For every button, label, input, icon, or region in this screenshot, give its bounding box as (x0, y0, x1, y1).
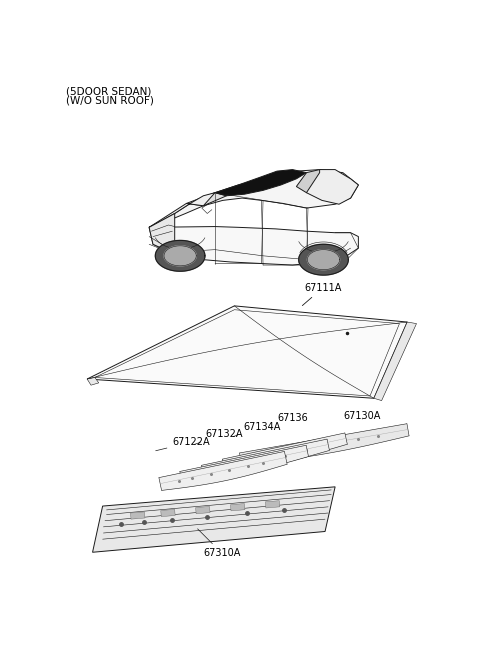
Polygon shape (240, 424, 409, 465)
Polygon shape (149, 170, 359, 228)
Polygon shape (186, 193, 227, 206)
Text: 67130A: 67130A (343, 411, 380, 421)
Text: 67310A: 67310A (198, 529, 241, 558)
Text: 67134A: 67134A (233, 422, 280, 437)
Polygon shape (374, 322, 417, 401)
Polygon shape (230, 504, 245, 511)
Polygon shape (164, 246, 196, 266)
Polygon shape (215, 170, 306, 195)
Polygon shape (131, 512, 145, 519)
Text: 67136: 67136 (270, 413, 308, 428)
Polygon shape (222, 433, 348, 470)
Polygon shape (299, 244, 348, 275)
Polygon shape (161, 509, 175, 517)
Polygon shape (156, 241, 205, 271)
Polygon shape (265, 501, 280, 508)
Polygon shape (196, 506, 210, 514)
Polygon shape (149, 193, 215, 228)
Polygon shape (93, 487, 335, 552)
Text: (W/O SUN ROOF): (W/O SUN ROOF) (66, 96, 154, 106)
Polygon shape (159, 451, 287, 491)
Text: 67111A: 67111A (302, 283, 341, 306)
Polygon shape (180, 445, 309, 483)
Polygon shape (202, 439, 329, 477)
Text: 67132A: 67132A (194, 430, 243, 444)
Polygon shape (149, 226, 359, 265)
Polygon shape (87, 377, 99, 385)
Polygon shape (87, 306, 407, 398)
Polygon shape (149, 213, 175, 255)
Polygon shape (306, 170, 359, 204)
Text: 67122A: 67122A (156, 437, 210, 451)
Polygon shape (307, 250, 340, 270)
Polygon shape (296, 170, 335, 193)
Text: (5DOOR SEDAN): (5DOOR SEDAN) (66, 87, 152, 96)
